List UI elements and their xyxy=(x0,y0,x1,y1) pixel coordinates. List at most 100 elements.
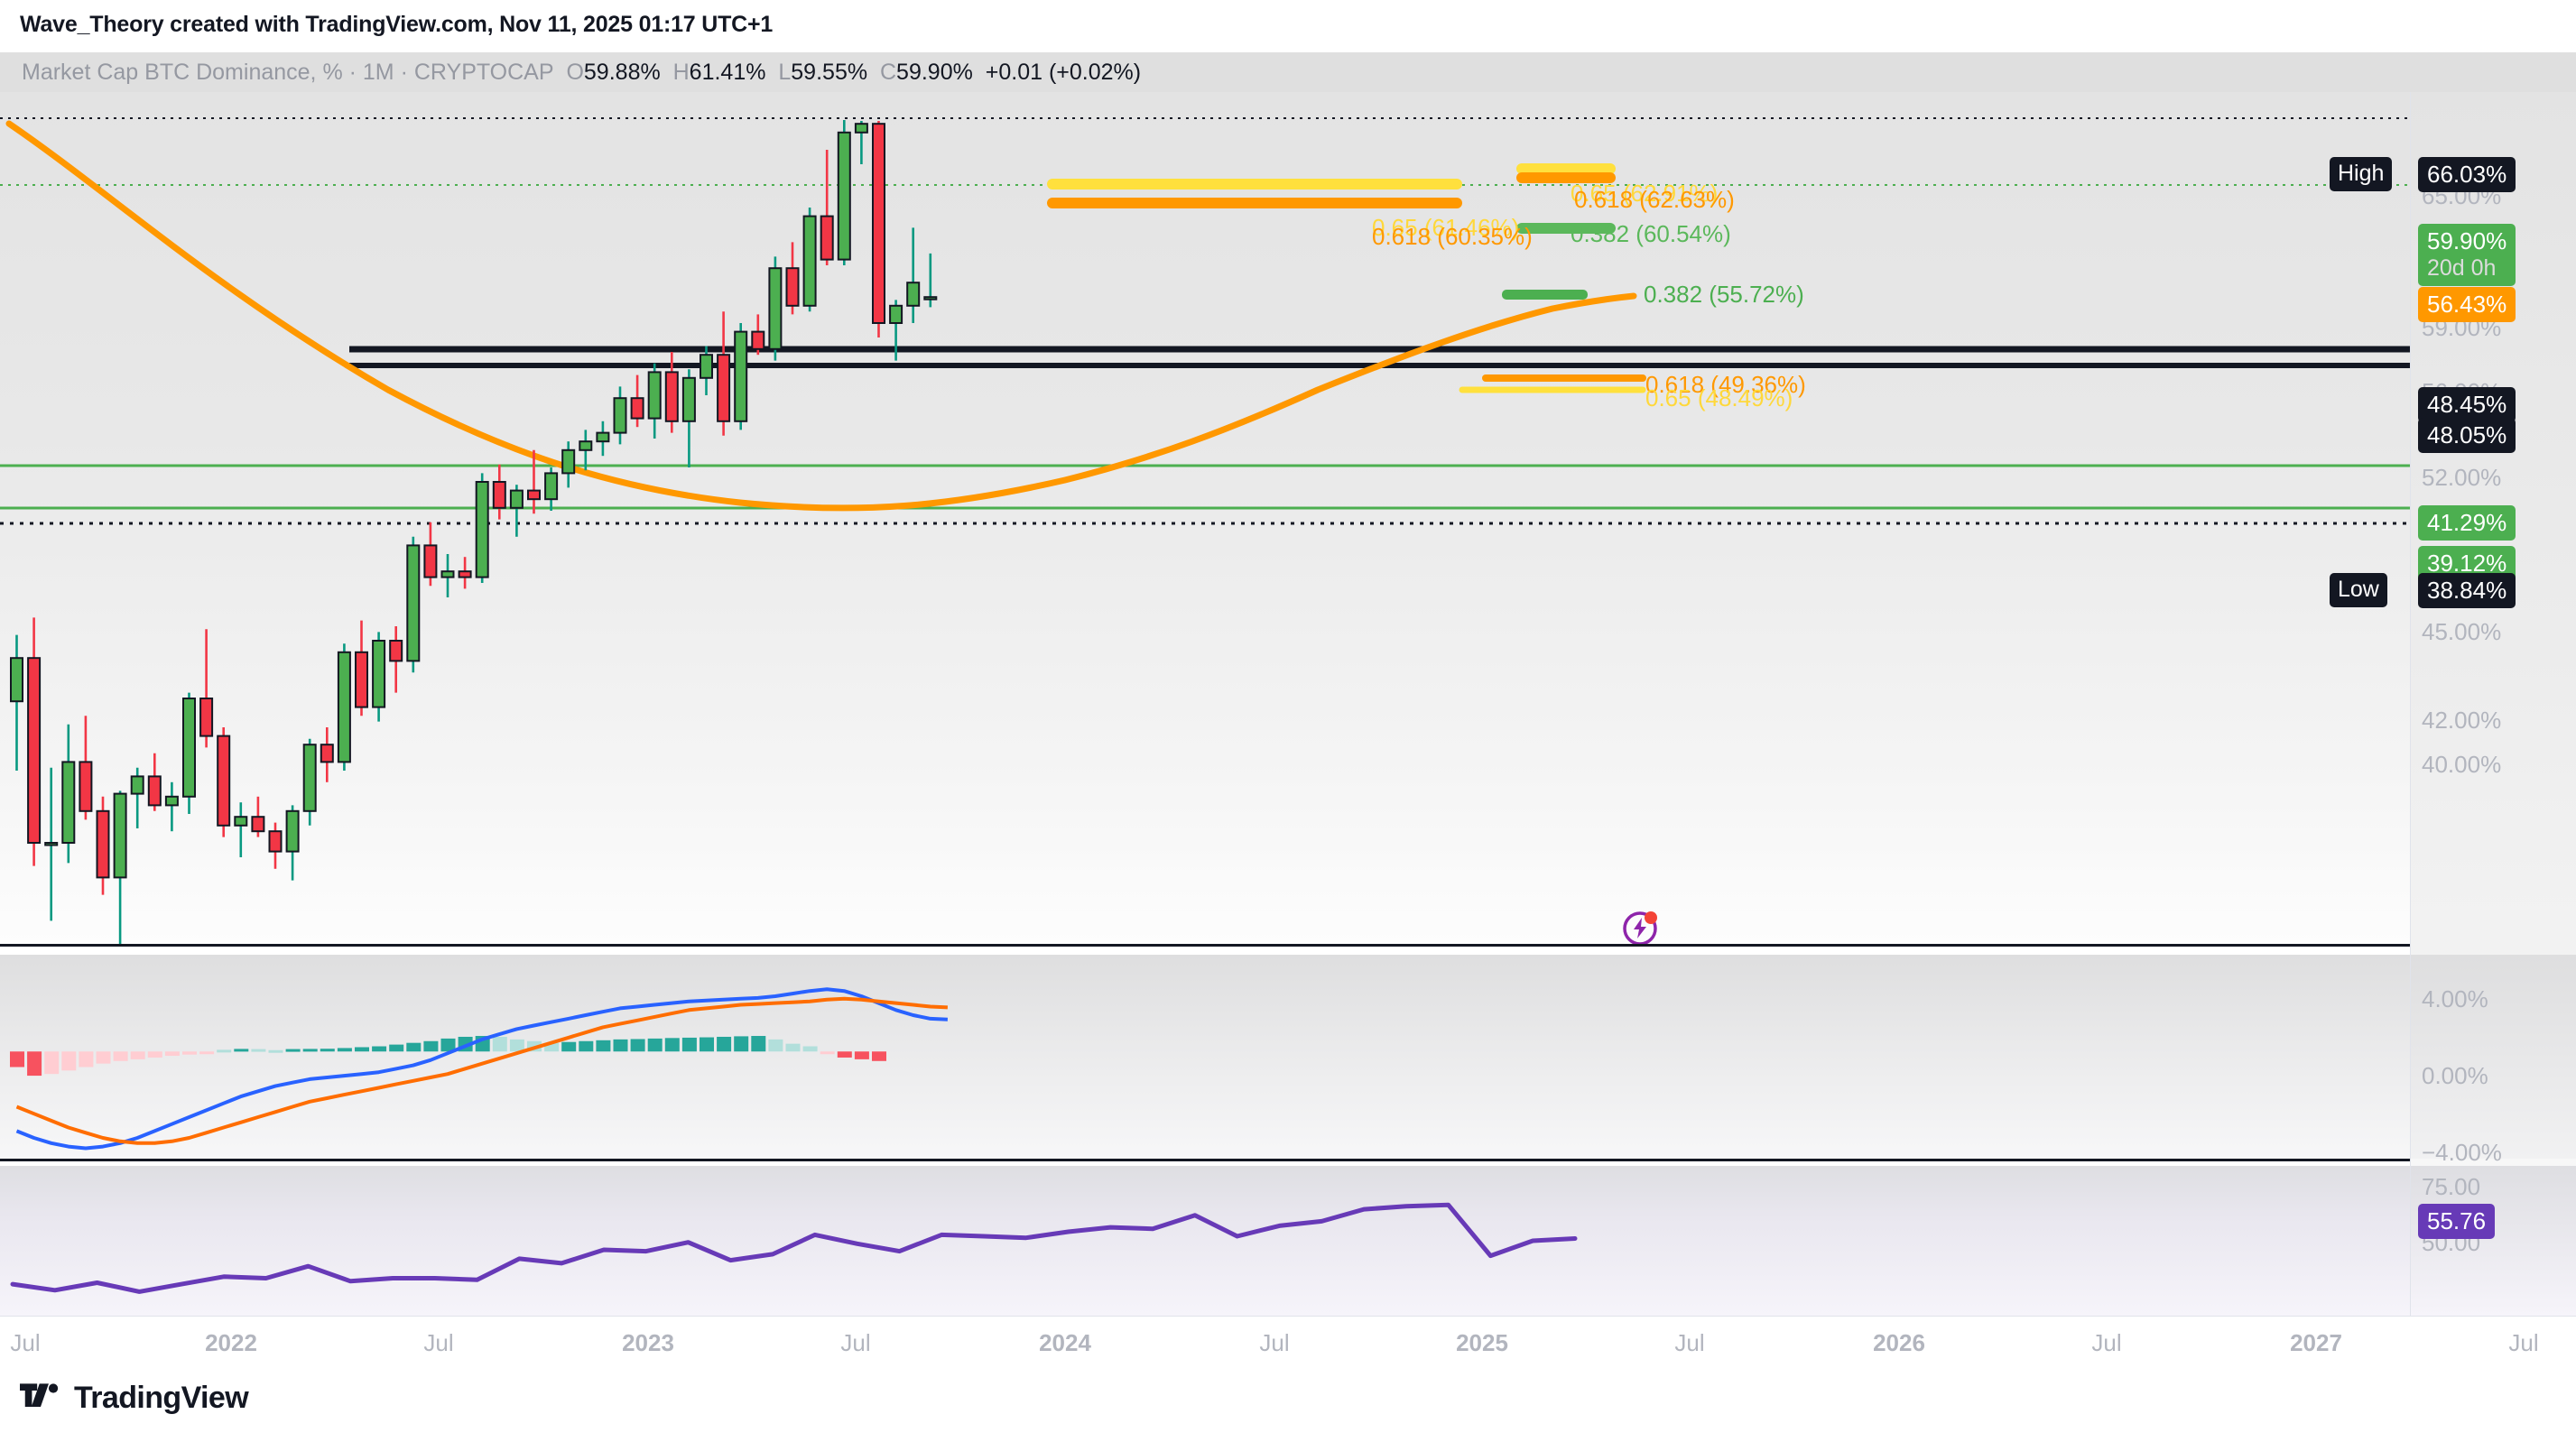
lightning-bolt-icon[interactable] xyxy=(1620,907,1662,944)
candle-body[interactable] xyxy=(923,296,938,300)
rsi-value-label[interactable]: 55.76 xyxy=(2418,1204,2496,1239)
macd-histogram-bar xyxy=(681,1037,697,1052)
candle-body[interactable] xyxy=(768,267,783,350)
time-axis[interactable]: Jul 2022 Jul 2023 Jul 2024 Jul 2025 Jul 2026 Jul 20… xyxy=(0,1316,2576,1368)
candle-body[interactable] xyxy=(355,651,368,708)
candle-body[interactable] xyxy=(337,651,351,763)
candle-body[interactable] xyxy=(802,215,817,307)
candle-body[interactable] xyxy=(717,354,731,422)
price-tick: 40.00% xyxy=(2422,751,2502,778)
fib-level-label[interactable]: 0.618 (60.35%) xyxy=(1372,223,1533,250)
fib-level-label[interactable]: 0.382 (60.54%) xyxy=(1571,220,1731,247)
candle-body[interactable] xyxy=(61,761,76,845)
candle-body[interactable] xyxy=(561,448,576,475)
candle-body[interactable] xyxy=(734,330,748,422)
candle-body[interactable] xyxy=(785,267,800,307)
candle-body[interactable] xyxy=(251,816,265,833)
footer-brand: TradingView xyxy=(74,1381,249,1415)
candle-body[interactable] xyxy=(199,698,214,737)
candle-body[interactable] xyxy=(681,376,696,422)
macd-histogram-bar xyxy=(147,1051,162,1058)
fib-level-label[interactable]: 0.382 (55.72%) xyxy=(1644,281,1804,308)
price-axis-label-value: 41.29% xyxy=(2427,509,2507,536)
price-axis[interactable]: 65.00%59.00%56.00%52.00%48.00%45.00%42.0… xyxy=(2330,92,2576,1316)
candle-body[interactable] xyxy=(10,657,23,703)
fib-level-label[interactable]: 0.618 (62.63%) xyxy=(1574,186,1735,213)
candle-body[interactable] xyxy=(147,775,162,807)
pane-separator-2[interactable] xyxy=(0,1159,2576,1161)
candle-body[interactable] xyxy=(872,123,885,325)
macd-pane[interactable] xyxy=(0,955,2410,1159)
rsi-pane[interactable] xyxy=(0,1166,2410,1316)
legend-exchange: CRYPTOCAP xyxy=(413,60,554,85)
candle-body[interactable] xyxy=(527,489,541,501)
fib-level-label[interactable]: 0.65 (48.49%) xyxy=(1645,384,1793,411)
macd-histogram-bar xyxy=(234,1049,249,1052)
candle-body[interactable] xyxy=(630,397,644,420)
candle-body[interactable] xyxy=(854,123,868,134)
candle-body[interactable] xyxy=(372,640,386,708)
candle-body[interactable] xyxy=(389,640,403,662)
price-axis-label[interactable]: 56.43% xyxy=(2418,287,2516,322)
price-axis-label[interactable]: 41.29% xyxy=(2418,505,2516,541)
candle-body[interactable] xyxy=(820,215,834,261)
fib-level-label[interactable]: 0.65 (62.91%) xyxy=(1571,180,1719,207)
time-tick: 2024 xyxy=(1039,1329,1091,1356)
macd-histogram-bar xyxy=(10,1051,24,1068)
time-tick: Jul xyxy=(2508,1329,2539,1356)
candle-series xyxy=(10,120,938,944)
price-axis-label[interactable]: 59.90% 20d 0h xyxy=(2418,224,2516,286)
candle-body[interactable] xyxy=(423,544,438,578)
fib-level-label[interactable]: 0.618 (49.36%) xyxy=(1645,371,1806,398)
candle-body[interactable] xyxy=(320,744,334,763)
macd-plot xyxy=(10,987,948,1151)
candle-body[interactable] xyxy=(906,282,921,307)
candle-body[interactable] xyxy=(130,775,144,795)
candle-body[interactable] xyxy=(889,304,903,325)
candle-body[interactable] xyxy=(647,371,662,420)
candle-body[interactable] xyxy=(182,698,196,798)
candle-body[interactable] xyxy=(492,481,506,509)
candle-body[interactable] xyxy=(217,735,231,827)
candle-body[interactable] xyxy=(406,544,421,662)
candle-body[interactable] xyxy=(700,354,713,379)
candle-body[interactable] xyxy=(664,371,679,422)
legend-sep2: · xyxy=(394,60,414,85)
time-tick: Jul xyxy=(840,1329,871,1356)
price-axis-label-value: 48.05% xyxy=(2427,421,2507,448)
price-axis-label[interactable]: 38.84% xyxy=(2418,573,2516,608)
candle-body[interactable] xyxy=(837,131,851,261)
candle-body[interactable] xyxy=(458,570,472,578)
price-pane[interactable]: 0.65 (62.91%) 0.618 (62.63%) 0.65 (61.46%)… xyxy=(0,92,2410,944)
candle-body[interactable] xyxy=(440,570,455,578)
price-axis-label[interactable]: 48.05% xyxy=(2418,418,2516,453)
fib-band-yellow-right xyxy=(1516,163,1616,174)
candle-body[interactable] xyxy=(613,397,627,434)
candle-body[interactable] xyxy=(113,792,127,879)
candle-body[interactable] xyxy=(96,809,110,879)
fib-level-label[interactable]: 0.65 (61.46%) xyxy=(1372,214,1520,241)
price-axis-label[interactable]: 48.45% xyxy=(2418,387,2516,422)
candle-body[interactable] xyxy=(579,440,593,451)
candle-body[interactable] xyxy=(596,431,610,443)
candle-body[interactable] xyxy=(44,842,59,846)
symbol-legend[interactable]: Market Cap BTC Dominance, % · 1M · CRYPT… xyxy=(22,60,1141,85)
candle-body[interactable] xyxy=(285,809,300,853)
candle-body[interactable] xyxy=(268,830,283,853)
candle-body[interactable] xyxy=(751,330,765,350)
candle-body[interactable] xyxy=(475,481,489,578)
price-axis-label[interactable]: 66.03% xyxy=(2418,157,2516,192)
candle-body[interactable] xyxy=(509,489,524,509)
pane-separator-1[interactable] xyxy=(0,944,2576,947)
candle-body[interactable] xyxy=(234,816,248,827)
macd-histogram-bar xyxy=(337,1048,352,1052)
candle-body[interactable] xyxy=(164,795,179,807)
price-tick: 42.00% xyxy=(2422,707,2502,734)
candle-body[interactable] xyxy=(302,744,317,812)
macd-axis-bg xyxy=(2411,955,2576,1159)
macd-histogram-bar xyxy=(320,1049,335,1052)
candle-body[interactable] xyxy=(27,657,42,845)
candle-body[interactable] xyxy=(79,761,93,812)
candle-body[interactable] xyxy=(544,472,559,501)
macd-histogram-bar xyxy=(113,1051,128,1061)
